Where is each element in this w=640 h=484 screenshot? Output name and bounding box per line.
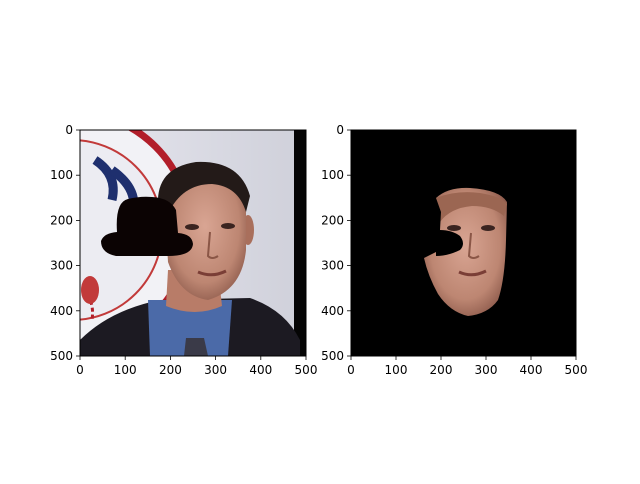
left-x-tick-label: 200 <box>159 363 182 377</box>
right-x-tick-label: 500 <box>565 363 588 377</box>
left-x-tick-label: 100 <box>114 363 137 377</box>
right-y-tick-label: 100 <box>321 168 344 182</box>
right-y-tick-label: 0 <box>336 123 344 137</box>
left-y-tick-label: 100 <box>50 168 73 182</box>
right-y-tick-label: 400 <box>321 304 344 318</box>
mouth <box>197 269 227 277</box>
shirt <box>148 300 232 356</box>
hat-mask-overlay <box>101 196 193 256</box>
left-x-tick-label: 0 <box>76 363 84 377</box>
left-y-tick-label: 500 <box>50 349 73 363</box>
right-image-panel <box>351 130 576 356</box>
right-axes-frame <box>350 129 577 357</box>
right-y-tick-label: 200 <box>321 213 344 227</box>
left-y-tick-label: 200 <box>50 213 73 227</box>
left-y-tick-label: 0 <box>65 123 73 137</box>
tie <box>184 338 208 356</box>
right-x-tick-label: 100 <box>385 363 408 377</box>
right-eye <box>221 223 235 229</box>
left-eye <box>185 224 199 230</box>
hair <box>157 161 250 214</box>
right-x-tick-label: 300 <box>475 363 498 377</box>
left-y-tick-label: 400 <box>50 304 73 318</box>
left-y-tick-label: 300 <box>50 259 73 273</box>
segmented-face <box>424 187 507 316</box>
right-x-tick-label: 200 <box>430 363 453 377</box>
left-x-tick-label: 500 <box>295 363 318 377</box>
left-axes-frame <box>79 129 307 357</box>
left-x-tick-label: 300 <box>204 363 227 377</box>
right-x-tick-label: 0 <box>347 363 355 377</box>
face <box>164 166 246 300</box>
image-border-strip <box>294 130 306 356</box>
right-y-tick-label: 300 <box>321 259 344 273</box>
right-y-tick-label: 500 <box>321 349 344 363</box>
right-x-tick-label: 400 <box>520 363 543 377</box>
left-x-tick-label: 400 <box>249 363 272 377</box>
left-image-panel <box>80 130 306 356</box>
hat-mask-cutout <box>436 198 463 256</box>
nose <box>206 231 219 259</box>
